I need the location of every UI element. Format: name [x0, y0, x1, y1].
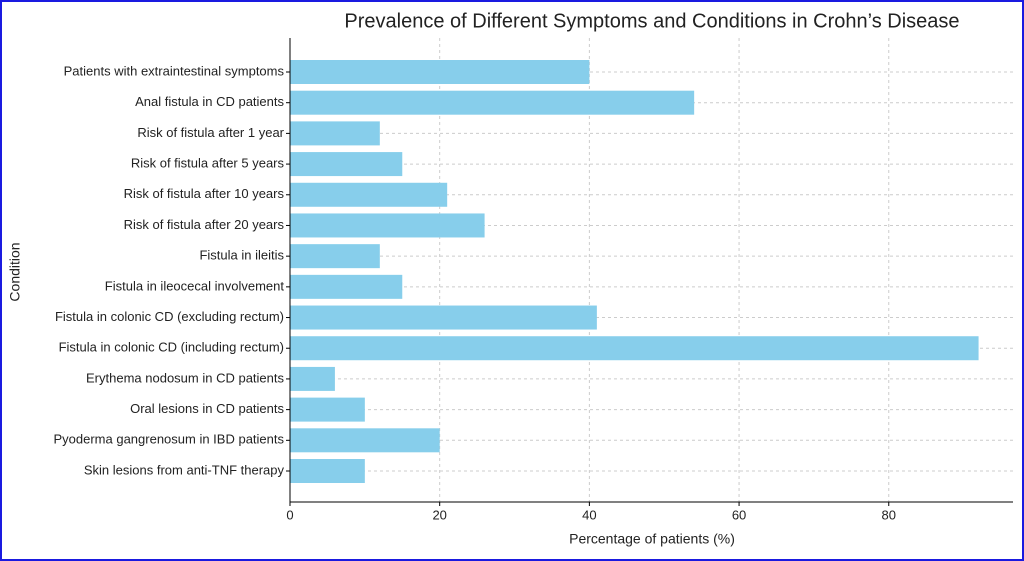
bar	[290, 213, 485, 238]
x-tick-label: 40	[582, 507, 596, 522]
bar	[290, 428, 440, 453]
x-tick-label: 20	[432, 507, 446, 522]
x-tick-label: 0	[286, 507, 293, 522]
bar	[290, 274, 403, 299]
x-axis-label: Percentage of patients (%)	[569, 531, 735, 547]
bar	[290, 152, 403, 177]
y-tick-label: Pyoderma gangrenosum in IBD patients	[53, 432, 284, 447]
y-tick-label: Fistula in ileocecal involvement	[105, 278, 285, 293]
y-tick-label: Fistula in colonic CD (excluding rectum)	[55, 309, 284, 324]
x-tick-label: 60	[732, 507, 746, 522]
bar	[290, 366, 335, 391]
bar	[290, 182, 448, 207]
y-axis-label: Condition	[7, 242, 23, 301]
bar	[290, 60, 590, 84]
plot-area: 0 20 40 60 80 Patients with extraintestinal s…	[53, 38, 1013, 522]
bar	[290, 305, 597, 330]
bar	[290, 121, 380, 146]
x-tick-label: 80	[882, 507, 896, 522]
y-tick-label: Risk of fistula after 20 years	[124, 217, 285, 232]
bar	[290, 397, 365, 422]
y-tick-label: Risk of fistula after 5 years	[131, 156, 285, 171]
y-tick-label: Fistula in colonic CD (including rectum)	[59, 340, 284, 355]
y-tick-label: Oral lesions in CD patients	[130, 401, 284, 416]
y-tick-label: Fistula in ileitis	[199, 248, 284, 263]
y-tick-label: Erythema nodosum in CD patients	[86, 370, 284, 385]
bar	[290, 459, 365, 483]
y-tick-label: Anal fistula in CD patients	[135, 94, 284, 109]
y-tick-label: Risk of fistula after 1 year	[137, 125, 284, 140]
y-tick-label: Skin lesions from anti-TNF therapy	[84, 462, 285, 477]
bar	[290, 244, 380, 269]
y-tick-label: Risk of fistula after 10 years	[124, 186, 285, 201]
y-tick-label: Patients with extraintestinal symptoms	[64, 63, 285, 78]
bar	[290, 336, 979, 361]
chart-title: Prevalence of Different Symptoms and Con…	[344, 10, 959, 32]
bar	[290, 90, 695, 115]
